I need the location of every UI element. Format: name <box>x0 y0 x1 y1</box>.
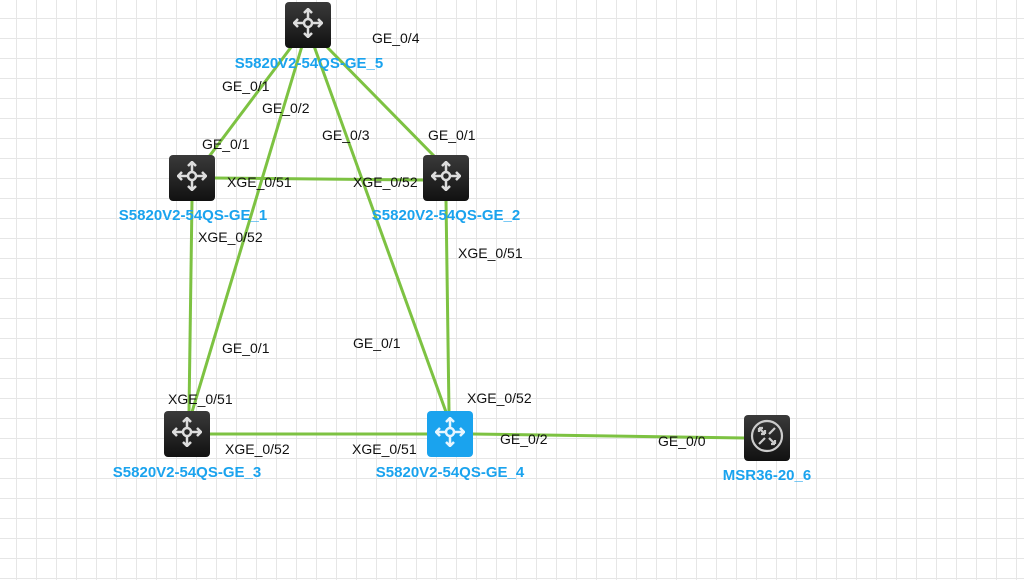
link-5-4[interactable] <box>312 45 448 413</box>
node-label: S5820V2-54QS-GE_4 <box>375 464 525 481</box>
node-label: S5820V2-54QS-GE_2 <box>371 207 521 224</box>
port-label: GE_0/1 <box>202 136 250 152</box>
port-label: GE_0/0 <box>658 433 706 449</box>
node-switch-5[interactable] <box>285 2 331 48</box>
link-5-1[interactable] <box>206 45 294 159</box>
port-label: GE_0/1 <box>222 340 270 356</box>
port-label: XGE_0/51 <box>168 391 233 407</box>
port-label: XGE_0/51 <box>458 245 523 261</box>
link-2-4[interactable] <box>444 199 451 413</box>
node-label: S5820V2-54QS-GE_3 <box>112 464 262 481</box>
port-label: XGE_0/51 <box>352 441 417 457</box>
port-label: GE_0/1 <box>222 78 270 94</box>
node-label: S5820V2-54QS-GE_5 <box>234 55 384 72</box>
switch-icon <box>430 159 462 196</box>
node-switch-2[interactable] <box>423 155 469 201</box>
node-switch-1[interactable] <box>169 155 215 201</box>
port-label: XGE_0/52 <box>225 441 290 457</box>
port-label: GE_0/2 <box>500 431 548 447</box>
node-label: S5820V2-54QS-GE_1 <box>118 207 268 224</box>
port-label: GE_0/4 <box>372 30 420 46</box>
router-icon <box>750 419 784 458</box>
link-5-3[interactable] <box>190 45 304 413</box>
node-label: MSR36-20_6 <box>722 467 812 484</box>
switch-icon <box>171 415 203 452</box>
switch-icon <box>292 6 324 43</box>
port-label: XGE_0/52 <box>198 229 263 245</box>
port-label: GE_0/3 <box>322 127 370 143</box>
switch-icon <box>434 415 466 452</box>
link-4-6[interactable] <box>471 432 746 440</box>
link-1-3[interactable] <box>187 199 194 413</box>
node-switch-3[interactable] <box>164 411 210 457</box>
port-label: XGE_0/52 <box>467 390 532 406</box>
port-label: GE_0/1 <box>428 127 476 143</box>
link-1-2[interactable] <box>213 176 425 182</box>
port-label: XGE_0/52 <box>353 174 418 190</box>
port-label: GE_0/2 <box>262 100 310 116</box>
port-label: XGE_0/51 <box>227 174 292 190</box>
port-label: GE_0/1 <box>353 335 401 351</box>
node-switch-4[interactable] <box>427 411 473 457</box>
switch-icon <box>176 159 208 196</box>
link-5-2[interactable] <box>324 44 438 160</box>
node-router-6[interactable] <box>744 415 790 461</box>
